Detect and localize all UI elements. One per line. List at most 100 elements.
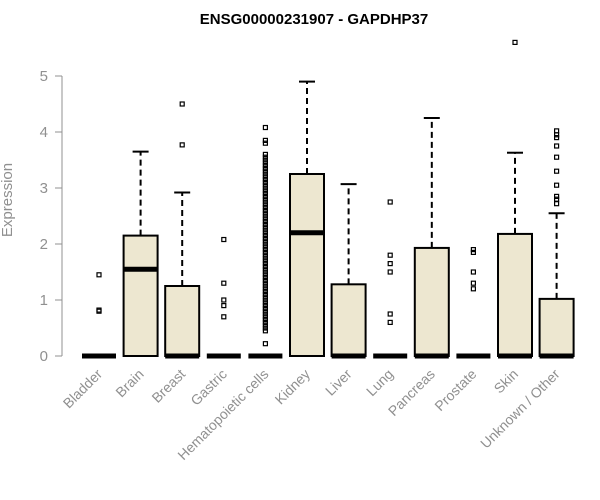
outlier-point <box>262 224 268 230</box>
y-tick-label: 1 <box>40 292 48 309</box>
x-tick-label: Lung <box>363 366 396 399</box>
outlier-point <box>553 135 560 141</box>
outlier-point <box>262 165 268 171</box>
box-body <box>164 285 201 357</box>
outlier-point <box>262 266 268 272</box>
y-axis-label: Expression <box>0 163 16 237</box>
box-group <box>456 247 491 359</box>
y-tick-label: 2 <box>40 236 48 253</box>
outlier-point <box>262 177 268 183</box>
outlier-point <box>262 196 268 202</box>
box-group <box>289 80 325 357</box>
outlier-point <box>262 294 268 300</box>
box-body <box>122 234 159 358</box>
outlier-point <box>221 280 227 286</box>
outlier-point <box>262 185 268 191</box>
outlier-point <box>262 308 268 314</box>
outlier-point <box>262 137 268 143</box>
outlier-point <box>262 328 268 334</box>
outlier-point <box>262 275 268 281</box>
x-tick-label: Bladder <box>60 366 106 412</box>
outlier-point <box>262 163 268 169</box>
outlier-point <box>470 249 476 255</box>
outlier-point <box>179 101 185 107</box>
outlier-point <box>262 252 268 258</box>
x-tick-label: Brain <box>112 366 146 400</box>
outlier-point <box>387 269 393 275</box>
outlier-point <box>262 140 268 146</box>
outlier-point <box>262 341 268 347</box>
y-tick-label: 4 <box>40 124 48 141</box>
outlier-point <box>553 154 560 160</box>
outlier-point <box>262 291 268 297</box>
y-tick-label: 3 <box>40 180 48 197</box>
outlier-point <box>262 227 268 233</box>
outlier-point <box>512 39 518 46</box>
outlier-point <box>262 269 268 275</box>
y-axis: 0 1 2 3 4 5 <box>40 68 63 365</box>
outlier-point <box>262 297 268 303</box>
outlier-point <box>262 238 268 244</box>
outlier-point <box>387 319 393 325</box>
outlier-point <box>262 258 268 264</box>
outlier-point <box>262 255 268 261</box>
outlier-point <box>262 213 268 219</box>
outlier-point <box>221 314 227 320</box>
outlier-point <box>262 314 268 320</box>
outlier-point <box>262 216 268 222</box>
outlier-point <box>553 143 560 149</box>
outlier-point <box>262 305 268 311</box>
outlier-point <box>262 272 268 278</box>
outlier-point <box>553 201 560 207</box>
box-body <box>497 232 533 357</box>
x-tick-label: Prostate <box>431 366 479 414</box>
outlier-point <box>179 142 185 148</box>
chart-title: ENSG00000231907 - GAPDHP37 <box>200 11 428 28</box>
outlier-point <box>553 196 560 202</box>
box-group <box>413 117 450 359</box>
box-group <box>206 236 241 359</box>
outlier-point <box>262 286 268 292</box>
outlier-point <box>262 311 268 317</box>
outlier-point <box>262 325 268 331</box>
outlier-point <box>470 269 476 275</box>
outlier-point <box>221 303 227 309</box>
outlier-point <box>262 207 268 213</box>
outlier-point <box>470 247 476 253</box>
outlier-point <box>262 303 268 309</box>
outlier-point <box>262 289 268 295</box>
outlier-point <box>262 235 268 241</box>
outlier-point <box>262 263 268 269</box>
outlier-point <box>262 233 268 239</box>
box-series <box>82 39 575 359</box>
outlier-point <box>262 202 268 208</box>
outlier-point <box>262 317 268 323</box>
box-group <box>497 39 533 359</box>
box-body <box>289 173 325 357</box>
outlier-point <box>262 157 268 163</box>
outlier-point <box>262 182 268 188</box>
outlier-point <box>262 283 268 289</box>
outlier-point <box>553 128 560 134</box>
outlier-point <box>221 297 227 303</box>
outlier-point <box>262 191 268 197</box>
x-tick-label: Skin <box>491 366 522 397</box>
outlier-point <box>262 300 268 306</box>
outlier-point <box>470 286 476 292</box>
outlier-point <box>262 230 268 236</box>
box-group <box>82 272 116 359</box>
outlier-point <box>262 221 268 227</box>
outlier-point <box>553 168 560 174</box>
x-tick-label: Unknown / Other <box>477 366 563 452</box>
box-body <box>538 297 575 358</box>
outlier-point <box>262 188 268 194</box>
box-body <box>330 283 367 358</box>
outlier-point <box>387 261 393 267</box>
outlier-point <box>262 277 268 283</box>
x-tick-label: Breast <box>148 366 188 406</box>
outlier-point <box>387 252 393 258</box>
outlier-point <box>262 160 268 166</box>
